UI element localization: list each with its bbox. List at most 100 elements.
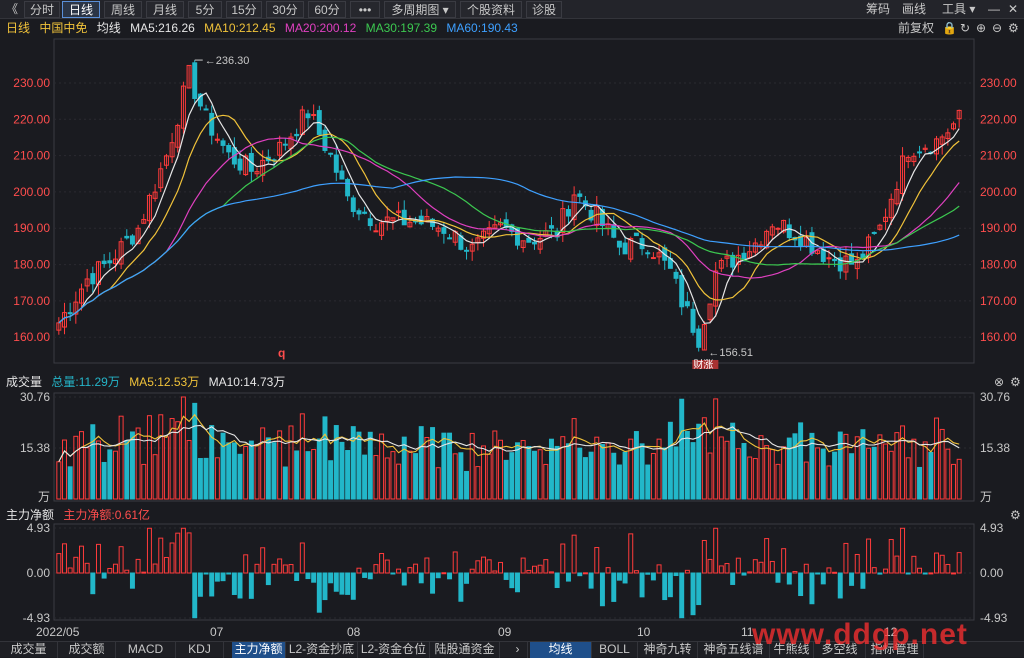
- volume-bar: [328, 460, 334, 500]
- tabs-scroll-right-icon[interactable]: ›: [508, 642, 528, 658]
- volume-bar: [192, 402, 198, 500]
- tab-timeshare[interactable]: 分时: [24, 1, 60, 18]
- indicator-tab[interactable]: MACD: [116, 642, 176, 658]
- volume-bar: [396, 463, 402, 500]
- volume-bar: [62, 439, 67, 500]
- chips-button[interactable]: 筹码: [866, 2, 891, 16]
- indicator-tab[interactable]: 均线: [530, 642, 592, 658]
- indicator-tab[interactable]: 成交量: [0, 642, 58, 658]
- volume-total: 总量:11.29万: [51, 375, 120, 389]
- indicator-tab[interactable]: 神奇五线谱: [698, 642, 770, 658]
- indicator-tab[interactable]: L2-资金仓位: [358, 642, 430, 658]
- candle-body: [277, 141, 283, 156]
- flow-settings-icon[interactable]: ⚙: [1010, 508, 1021, 522]
- candle-body: [356, 210, 362, 215]
- flow-bar: [169, 542, 175, 574]
- flow-bar: [186, 532, 192, 574]
- flow-bar: [588, 572, 594, 589]
- indicator-tab[interactable]: 多空线: [814, 642, 866, 658]
- volume-bar: [356, 431, 362, 500]
- indicator-tab[interactable]: KDJ: [176, 642, 224, 658]
- flow-bar: [645, 572, 651, 575]
- indicator-tab[interactable]: 陆股通资金: [430, 642, 500, 658]
- flow-bar: [401, 572, 407, 586]
- flow-bar: [707, 558, 713, 574]
- volume-bar: [611, 452, 617, 500]
- price-tick-left: 180.00: [13, 258, 50, 272]
- flow-chart[interactable]: 4.93 4.93 0.00 0.00 -4.93 -4.93: [0, 506, 1024, 624]
- flow-bar: [435, 572, 441, 579]
- indicator-tab[interactable]: 指标管理: [866, 642, 924, 658]
- tab-60min[interactable]: 60分: [308, 1, 346, 18]
- zoom-out-icon[interactable]: ⊖: [992, 21, 1003, 35]
- indicator-tab[interactable]: 成交额: [58, 642, 116, 658]
- volume-title[interactable]: 成交量: [6, 375, 43, 389]
- stock-info-button[interactable]: 个股资料: [460, 1, 522, 18]
- diagnose-button[interactable]: 诊股: [526, 1, 562, 18]
- close-icon[interactable]: ✕: [1008, 2, 1019, 16]
- flow-bar: [237, 572, 243, 599]
- tab-daily[interactable]: 日线: [62, 1, 100, 18]
- lock-icon[interactable]: 🔒: [942, 21, 957, 35]
- ma60-line: [58, 176, 960, 324]
- volume-settings-icon[interactable]: ⚙: [1010, 375, 1021, 389]
- candle-body: [112, 258, 118, 264]
- flow-bar: [718, 565, 724, 574]
- settings-icon[interactable]: ⚙: [1008, 21, 1019, 35]
- indicator-tab[interactable]: 牛熊线: [770, 642, 814, 658]
- volume-bar: [277, 430, 283, 500]
- flow-bar: [384, 559, 390, 574]
- flow-bar: [90, 572, 96, 595]
- flow-bar: [390, 572, 396, 575]
- indicator-tab[interactable]: 神奇九转: [638, 642, 698, 658]
- indicator-tab[interactable]: 主力净额: [232, 642, 286, 658]
- volume-bar: [667, 421, 673, 500]
- flow-bar: [531, 565, 537, 574]
- ex-rights-marker: q: [278, 346, 285, 360]
- tab-15min[interactable]: 15分: [226, 1, 262, 18]
- candle-body: [146, 194, 152, 222]
- tab-30min[interactable]: 30分: [266, 1, 304, 18]
- tab-weekly[interactable]: 周线: [104, 1, 142, 18]
- flow-bar: [95, 543, 101, 574]
- tab-5min[interactable]: 5分: [188, 1, 222, 18]
- candle-body: [730, 254, 736, 268]
- refresh-icon[interactable]: ↻: [960, 21, 971, 35]
- ma20-line: [58, 137, 960, 324]
- flow-bar: [900, 527, 906, 574]
- volume-bar: [764, 445, 770, 500]
- price-tick-right: 180.00: [980, 258, 1017, 272]
- flow-title[interactable]: 主力净额: [6, 508, 55, 522]
- volume-bar: [152, 454, 158, 500]
- ma-label[interactable]: 均线: [96, 21, 121, 35]
- adjust-menu[interactable]: 前复权: [898, 21, 935, 35]
- flow-tick-right: -4.93: [980, 611, 1008, 624]
- more-button[interactable]: •••: [350, 1, 380, 18]
- minimize-icon[interactable]: —: [988, 2, 1000, 16]
- flow-bar: [854, 553, 860, 574]
- multi-period-button[interactable]: 多周期图 ▾: [384, 1, 456, 18]
- flow-bar: [243, 554, 249, 574]
- volume-close-icon[interactable]: ⊗: [994, 375, 1005, 389]
- volume-bar: [526, 446, 532, 500]
- kline-chart[interactable]: 230.00 230.00 220.00 220.00 210.00 210.00 200.…: [0, 19, 1024, 369]
- flow-bar: [356, 567, 362, 574]
- candle-body: [611, 224, 617, 238]
- flow-bar: [684, 569, 690, 574]
- candle-body: [537, 238, 543, 250]
- candle-body: [180, 85, 186, 129]
- draw-line-button[interactable]: 画线: [902, 2, 927, 16]
- candle-body: [656, 252, 662, 258]
- candle-body: [214, 138, 220, 141]
- volume-chart[interactable]: 30.76 30.76 15.38 15.38 万 万: [0, 373, 1024, 506]
- tools-menu[interactable]: 工具 ▾: [942, 2, 976, 16]
- indicator-tab[interactable]: L2-资金抄底: [286, 642, 358, 658]
- back-icon[interactable]: 《: [6, 2, 19, 16]
- tab-monthly[interactable]: 月线: [146, 1, 184, 18]
- indicator-tab[interactable]: BOLL: [592, 642, 638, 658]
- candle-body: [633, 232, 639, 237]
- candle-body: [396, 210, 402, 213]
- zoom-in-icon[interactable]: ⊕: [976, 21, 987, 35]
- candle-body: [464, 249, 470, 252]
- volume-bar: [180, 396, 186, 500]
